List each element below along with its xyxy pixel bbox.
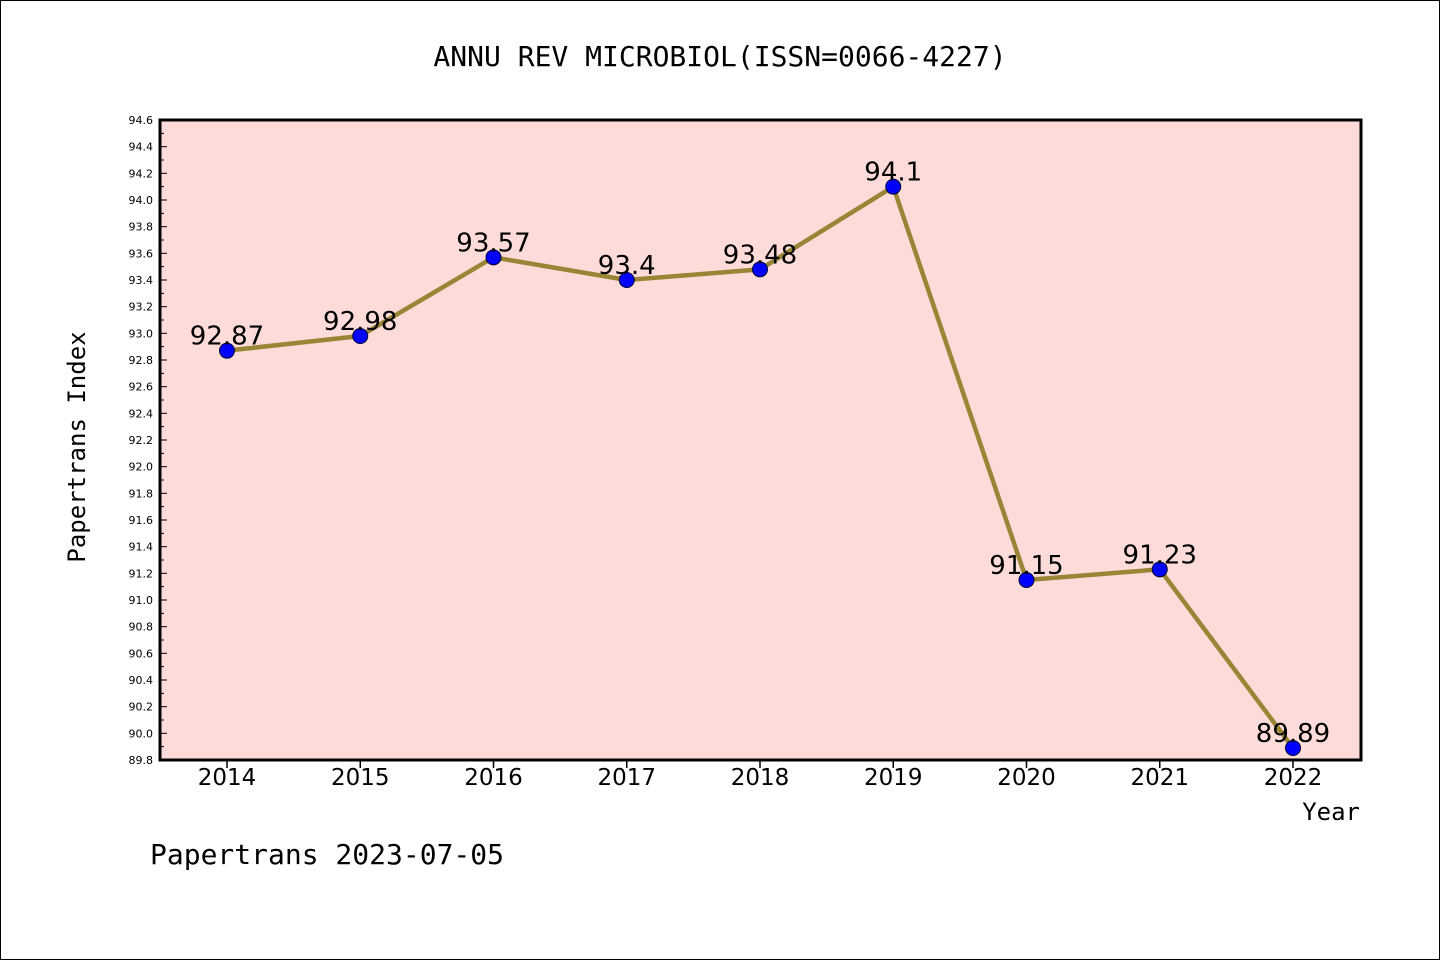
data-point [618, 272, 635, 288]
data-point [219, 342, 235, 359]
y-tick-label: 91.8 [129, 487, 154, 500]
y-tick-label: 93.0 [129, 327, 154, 340]
data-label: 94.1 [864, 158, 922, 188]
data-point [752, 261, 768, 278]
y-tick-label: 94.4 [129, 141, 154, 154]
plot-area [158, 118, 1363, 762]
x-axis-label: Year [1302, 798, 1360, 826]
data-label: 89.89 [1256, 719, 1330, 749]
y-tick-label: 90.8 [129, 621, 154, 634]
y-tick-label: 90.6 [129, 647, 154, 660]
y-tick-label: 90.4 [129, 674, 154, 687]
x-tick-label: 2014 [198, 765, 257, 791]
x-tick-label: 2020 [997, 765, 1056, 791]
y-tick-label: 92.8 [129, 354, 154, 367]
data-label: 91.23 [1123, 540, 1197, 570]
data-point [352, 328, 369, 344]
footer-date: Papertrans 2023-07-05 [150, 838, 504, 871]
data-point [1018, 572, 1035, 588]
chart-title: ANNU REV MICROBIOL(ISSN=0066-4227) [433, 40, 1006, 73]
y-tick-label: 94.6 [129, 114, 154, 127]
data-label: 92.98 [323, 307, 397, 337]
x-tick-label: 2018 [731, 765, 790, 791]
data-label: 91.15 [989, 551, 1063, 581]
y-tick-label: 90.0 [129, 727, 154, 740]
data-point [1285, 740, 1301, 756]
y-axis: 89.8 90.0 90.2 90.4 90.6 90.8 91.0 91.2 91.4 91.6… [129, 114, 167, 767]
y-axis-label: Papertrans Index [63, 331, 91, 562]
y-tick-label: 92.2 [129, 434, 154, 447]
y-tick-label: 92.6 [129, 381, 154, 394]
y-tick-label: 93.8 [129, 221, 154, 234]
x-tick-label: 2015 [331, 765, 390, 791]
data-label: 93.4 [598, 251, 656, 281]
y-tick-label: 93.2 [129, 301, 154, 314]
data-label: 93.57 [456, 228, 530, 258]
data-label: 93.48 [723, 240, 797, 270]
x-tick-label: 2019 [864, 765, 923, 791]
y-tick-label: 90.2 [129, 701, 154, 714]
x-axis: 2014 2015 2016 2017 2018 2019 2020 2021 2022 [198, 760, 1323, 791]
y-tick-label: 91.4 [129, 541, 154, 554]
y-tick-label: 94.0 [129, 194, 154, 207]
y-tick-label: 94.2 [129, 167, 154, 180]
y-tick-label: 92.0 [129, 461, 154, 474]
data-point [1151, 561, 1168, 578]
y-tick-label: 93.6 [129, 247, 154, 260]
y-tick-label: 89.8 [129, 754, 154, 767]
y-tick-label: 91.0 [129, 594, 154, 607]
y-tick-label: 92.4 [129, 407, 154, 420]
data-label: 92.87 [190, 322, 264, 352]
x-tick-label: 2016 [464, 765, 523, 791]
y-tick-label: 91.6 [129, 514, 154, 527]
data-labels: 92.87 92.98 93.57 93.4 93.48 94.1 91.15 91.23 89… [190, 158, 1330, 749]
y-tick-label: 91.2 [129, 567, 154, 580]
data-point [485, 249, 502, 266]
x-tick-label: 2021 [1130, 765, 1189, 791]
x-tick-label: 2017 [597, 765, 656, 791]
x-tick-label: 2022 [1264, 765, 1323, 791]
data-point [885, 178, 902, 195]
y-tick-label: 93.4 [129, 274, 154, 287]
series-layer [219, 178, 1301, 756]
